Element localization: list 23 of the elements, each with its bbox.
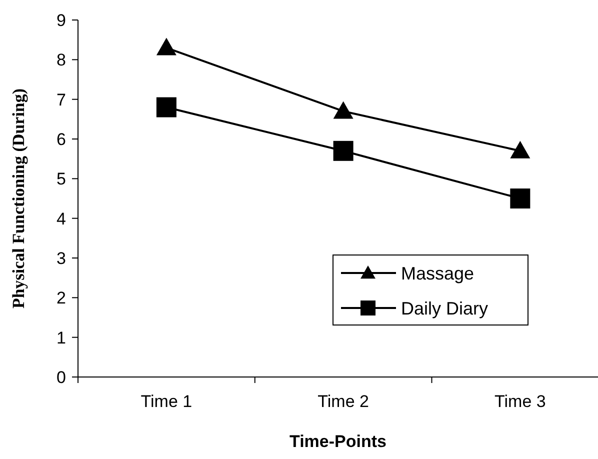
x-tick-label: Time 2 <box>318 392 369 411</box>
legend-label: Massage <box>401 263 474 284</box>
x-axis-title: Time-Points <box>290 432 386 451</box>
y-tick-label: 0 <box>56 368 66 387</box>
y-tick-label: 6 <box>56 130 66 149</box>
y-tick-label: 7 <box>56 90 66 110</box>
y-tick-label: 5 <box>56 170 66 189</box>
point <box>156 97 176 118</box>
point <box>333 101 354 119</box>
y-tick-label: 2 <box>56 288 66 308</box>
y-tick-label: 1 <box>56 328 66 348</box>
point <box>333 140 354 161</box>
x-tick-label: Time 1 <box>140 392 192 411</box>
y-tick-label: 9 <box>56 10 66 30</box>
legend-label: Daily Diary <box>401 298 488 318</box>
y-tick-label: 4 <box>56 209 66 228</box>
y-axis-title: Physical Functioning (During) <box>9 88 28 309</box>
y-tick-label: 3 <box>56 248 66 268</box>
y-tick-label: 8 <box>56 50 66 70</box>
point <box>510 188 530 208</box>
point <box>510 140 530 158</box>
x-tick-label: Time 3 <box>494 392 546 411</box>
point <box>156 38 176 56</box>
